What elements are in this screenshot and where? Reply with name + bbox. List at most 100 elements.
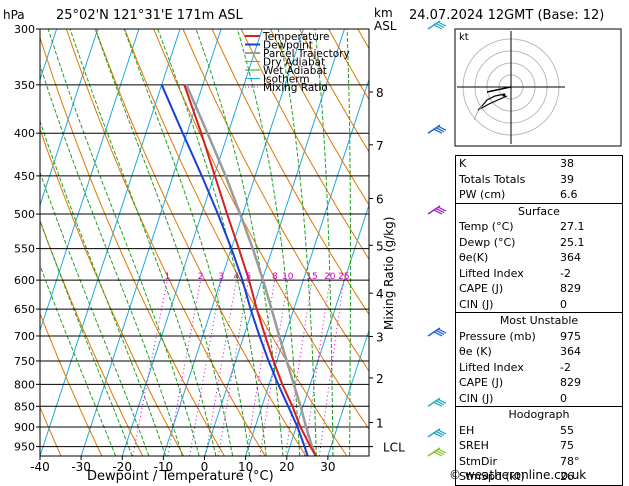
x-tick-label: 20 — [279, 460, 294, 474]
surface-title: Surface — [518, 204, 560, 218]
dry-adiabat-line — [65, 29, 266, 456]
wind-barb-flag — [433, 432, 443, 438]
index-key: PW (cm) — [459, 188, 506, 201]
datetime-header: 24.07.2024 12GMT (Base: 12) — [409, 8, 605, 23]
hodograph-unit: kt — [459, 32, 469, 43]
index-key: K — [459, 157, 467, 170]
wind-barb-flag — [435, 208, 445, 214]
legend-label: Isotherm — [263, 74, 310, 86]
hodograph-section: Hodograph EH 55 SREH 75 StmDir 78° StmSpd (kt)… — [456, 406, 622, 485]
wind-barb-flag — [435, 400, 445, 406]
y-tick-label: 350 — [14, 79, 35, 92]
mixing-ratio-line — [259, 280, 289, 456]
hodograph-row: StmSpd (kt) 26 — [456, 469, 622, 485]
km-tick-label: 1 — [376, 417, 384, 431]
y-tick-label: 400 — [14, 127, 35, 140]
wind-barbs — [427, 20, 447, 457]
wet-adiabat-line — [123, 29, 250, 456]
wind-barb-flag — [437, 206, 447, 212]
surface-value: 364 — [560, 251, 581, 264]
hodograph-title: Hodograph — [508, 408, 570, 421]
hodograph-value: 75 — [560, 439, 574, 452]
mixing-ratio-label: 10 — [282, 272, 294, 282]
asl-label: ASL — [374, 19, 397, 33]
y-tick-label: 600 — [14, 274, 35, 287]
surface-key: Dewp (°C) — [459, 235, 516, 249]
wind-barb-flag — [437, 125, 447, 131]
isotherm-line — [286, 203, 369, 456]
hodograph-row: SREH 75 — [456, 438, 622, 454]
dry-adiabat-line — [240, 29, 369, 261]
hodograph-row: EH 55 — [456, 423, 622, 439]
x-tick-label: -40 — [30, 460, 50, 474]
hodograph-value: 78° — [560, 454, 580, 468]
most-unstable-key: CIN (J) — [459, 391, 494, 405]
wind-barb-flag — [435, 430, 445, 436]
wind-barb-flag — [433, 331, 443, 337]
legend-label: Dry Adiabat — [263, 57, 325, 69]
most-unstable-key: Pressure (mb) — [459, 329, 536, 343]
x-tick-label: 0 — [201, 460, 209, 474]
index-value: 38 — [560, 157, 574, 170]
mixing-ratio-label: 1 — [164, 272, 170, 282]
wind-barb-flag — [437, 429, 447, 435]
wet-adiabat-line — [69, 29, 217, 456]
wet-adiabat-line — [94, 29, 234, 456]
most-unstable-section: Most Unstable Pressure (mb) 975 θe (K) 364 L… — [456, 312, 622, 406]
wet-adiabat-line — [40, 264, 117, 456]
surface-value: 27.1 — [560, 220, 585, 233]
hodograph-key: StmSpd (kt) — [459, 470, 525, 483]
wind-barb-flag — [435, 127, 445, 133]
storm-motion-arrow — [486, 86, 512, 93]
mixing-ratio-line — [189, 280, 222, 456]
y-tick-label: 850 — [14, 400, 35, 413]
hodograph-value: 26 — [560, 470, 574, 483]
most-unstable-key: Lifted Index — [459, 360, 524, 374]
mixing-ratio-line — [285, 280, 313, 456]
surface-key: CAPE (J) — [459, 282, 504, 295]
wind-barb-flag — [433, 128, 443, 134]
km-tick-label: 4 — [376, 287, 384, 301]
most-unstable-row: Pressure (mb) 975 — [456, 329, 622, 345]
most-unstable-row: θe (K) 364 — [456, 344, 622, 360]
km-tick-label: 3 — [376, 330, 384, 344]
temperature-line — [183, 84, 317, 456]
wind-barb-flag — [433, 401, 443, 407]
wind-barb-flag — [435, 449, 445, 456]
wet-adiabat-line — [157, 29, 267, 456]
most-unstable-key: θe (K) — [459, 345, 492, 358]
isotherm-line — [245, 78, 369, 456]
mixing-ratio-label: 4 — [234, 272, 240, 282]
km-tick-label: 6 — [376, 193, 384, 207]
dry-adiabat-line — [124, 29, 348, 456]
x-tick-label: -10 — [154, 460, 174, 474]
wind-barb-flag — [435, 329, 445, 335]
y-tick-label: 300 — [14, 23, 35, 36]
index-value: 39 — [560, 172, 574, 186]
mixing-ratio-labels: 1 2 3 4 5 8 10 15 20 25 — [164, 272, 349, 282]
hodograph-key: SREH — [459, 439, 489, 452]
wind-barb-flag — [437, 21, 447, 27]
dry-adiabat-line — [211, 29, 369, 316]
mixing-ratio-line — [245, 280, 276, 456]
credit-text: © weatheronline.co.uk — [449, 468, 587, 482]
hodograph-trace — [473, 105, 483, 121]
surface-value: 0 — [560, 297, 567, 311]
wet-adiabat-line — [195, 29, 284, 456]
y-tick-label: 650 — [14, 303, 35, 316]
temperature-axis: -40 -30 -20 -10 0 10 20 30 — [30, 456, 336, 474]
legend-label: Dewpoint — [263, 40, 313, 52]
x-tick-label: 30 — [320, 460, 335, 474]
wind-barb-flag — [433, 209, 443, 215]
isotherm-line — [327, 328, 369, 456]
parcel-trajectory-line — [185, 84, 318, 456]
x-axis-label: Dewpoint / Temperature (°C) — [87, 469, 274, 484]
surface-key: Lifted Index — [459, 266, 524, 280]
surface-row: CAPE (J) 829 — [456, 281, 622, 297]
km-tick-label: 2 — [376, 372, 384, 386]
km-label: km — [374, 6, 393, 20]
index-row: K 38 — [456, 156, 622, 172]
index-row: PW (cm) 6.6 — [456, 187, 622, 203]
